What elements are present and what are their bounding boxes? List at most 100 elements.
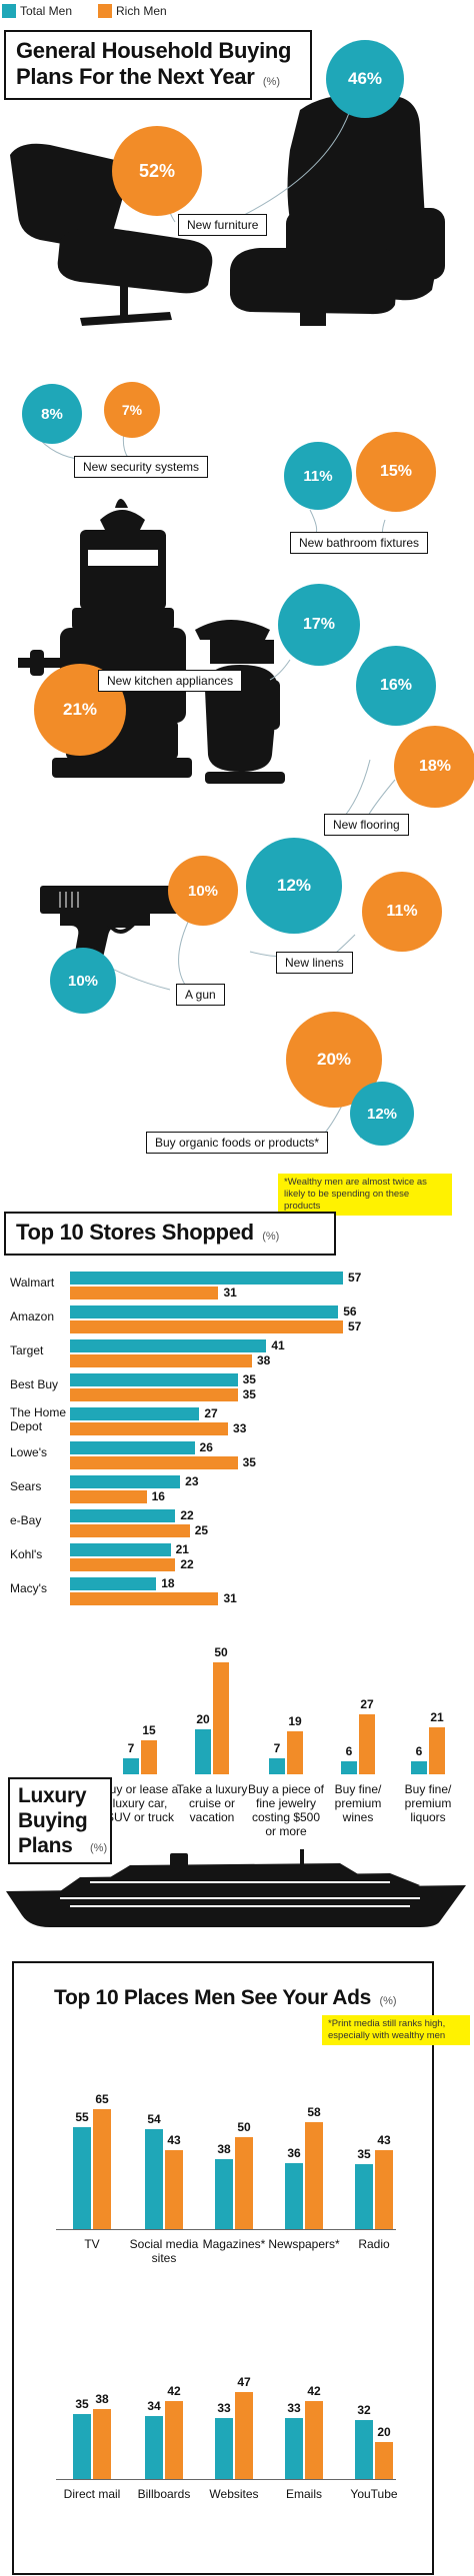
- bubble-rich-new-furniture: 52%: [112, 126, 202, 216]
- store-label-macy-s: Macy's: [10, 1581, 47, 1595]
- ads-frame: [12, 1961, 434, 2575]
- ad-caption-newspapers: Newspapers*: [268, 2237, 340, 2251]
- store-bar-rich-amazon: [70, 1320, 343, 1333]
- legend-label-total: Total Men: [20, 4, 73, 18]
- store-bar-rich-macy-s: [70, 1592, 219, 1605]
- ad-value-rich-tv: 65: [95, 2092, 109, 2106]
- luxury-bar-rich-2: [287, 1731, 303, 1774]
- bubble-total-a-gun: 10%: [50, 948, 116, 1014]
- ad-value-rich-newspapers: 58: [307, 2104, 321, 2119]
- ad-caption-youtube: YouTube: [350, 2487, 398, 2501]
- bubble-total-new-flooring: 16%: [356, 646, 436, 726]
- label-new-furniture: New furniture: [178, 214, 268, 236]
- bubble-rich-a-gun: 10%: [168, 856, 238, 926]
- store-value-rich-macy-s: 31: [223, 1591, 237, 1605]
- luxury-bar-total-1: [195, 1729, 211, 1774]
- bubble-rich-new-flooring: 18%: [394, 726, 474, 808]
- ads-title-wrap: Top 10 Places Men See Your Ads (%): [54, 1985, 434, 2011]
- ad-caption-websites: Websites: [209, 2487, 259, 2501]
- luxury-bar-rich-0: [141, 1740, 157, 1774]
- luxury-bar-rich-3: [359, 1713, 375, 1774]
- ad-value-total-websites: 33: [217, 2401, 231, 2416]
- label-new-bathroom-fixtures: New bathroom fixtures: [290, 532, 429, 554]
- buying-plans-title-box: General Household Buying Plans For the N…: [4, 30, 312, 100]
- ad-value-total-billboards: 34: [147, 2399, 161, 2414]
- ad-value-rich-youtube: 20: [377, 2425, 391, 2440]
- store-value-total-amazon: 56: [343, 1304, 357, 1318]
- ad-value-total-direct-mail: 35: [75, 2397, 89, 2412]
- store-label-walmart: Walmart: [10, 1276, 55, 1289]
- ad-bar-rich-youtube: [375, 2442, 393, 2479]
- store-value-rich-sears: 16: [151, 1489, 165, 1503]
- ad-caption-tv: TV: [84, 2237, 100, 2251]
- bubble-total-new-kitchen-appliances: 17%: [278, 584, 360, 666]
- ad-caption-magazines: Magazines*: [202, 2237, 266, 2251]
- luxury-bar-rich-1: [213, 1662, 229, 1774]
- luxury-value-rich-0: 15: [142, 1723, 156, 1738]
- store-value-rich-walmart: 31: [223, 1286, 237, 1299]
- store-bar-total-e-bay: [70, 1509, 176, 1522]
- ad-value-total-newspapers: 36: [287, 2145, 301, 2160]
- cruise-ship-illustration: [6, 1849, 466, 1927]
- luxury-caption-2: Buy a piece of fine jewelry costing $500…: [247, 1782, 325, 1838]
- store-label-target: Target: [10, 1343, 44, 1357]
- luxury-value-total-1: 20: [196, 1712, 210, 1727]
- ad-value-rich-radio: 43: [377, 2132, 391, 2147]
- ad-bar-rich-newspapers: [305, 2121, 323, 2229]
- luxury-title-box: Luxury Buying Plans (%): [8, 1777, 112, 1864]
- legend-swatch-total: [2, 4, 16, 18]
- store-bar-total-walmart: [70, 1272, 343, 1285]
- luxury-value-total-3: 6: [345, 1743, 353, 1758]
- ad-value-rich-social-media-sites: 43: [167, 2132, 181, 2147]
- ad-value-total-radio: 35: [357, 2147, 371, 2162]
- ads-unit: (%): [379, 1995, 397, 2007]
- ad-value-rich-direct-mail: 38: [95, 2391, 109, 2406]
- label-new-flooring: New flooring: [324, 814, 409, 836]
- ad-bar-rich-social-media-sites: [165, 2149, 183, 2229]
- store-bar-total-the-home-depot: [70, 1407, 200, 1420]
- ad-bar-total-social-media-sites: [145, 2129, 163, 2229]
- luxury-caption-1: Take a luxury cruise or vacation: [176, 1782, 248, 1824]
- store-label-the-home-depot: The Home Depot: [10, 1405, 67, 1433]
- bubble-rich-new-linens: 11%: [362, 872, 442, 952]
- store-bar-total-target: [70, 1339, 267, 1352]
- store-label-kohl-s: Kohl's: [10, 1547, 43, 1561]
- store-bar-total-amazon: [70, 1305, 339, 1318]
- store-value-total-target: 41: [271, 1338, 285, 1352]
- ad-bar-total-emails: [285, 2418, 303, 2479]
- store-label-e-bay: e-Bay: [10, 1513, 42, 1527]
- bubble-total-new-furniture: 46%: [326, 40, 404, 118]
- store-value-total-walmart: 57: [348, 1271, 362, 1285]
- store-value-rich-e-bay: 25: [194, 1523, 209, 1537]
- store-bar-total-lowe-s: [70, 1441, 195, 1454]
- luxury-caption-3: Buy fine/ premium wines: [334, 1782, 382, 1824]
- luxury-chart: 7 15 Buy or lease a luxury car, SUV or tru…: [0, 1609, 474, 1869]
- bubble-total-new-linens: 12%: [246, 838, 342, 934]
- bubble-rich-new-security-systems: 7%: [104, 382, 160, 438]
- luxury-value-rich-4: 21: [430, 1709, 444, 1724]
- store-value-rich-amazon: 57: [348, 1319, 362, 1333]
- label-new-security-systems: New security systems: [74, 456, 209, 478]
- store-value-total-the-home-depot: 27: [204, 1406, 218, 1420]
- ad-caption-billboards: Billboards: [137, 2487, 191, 2501]
- connector-lines: [39, 91, 396, 1139]
- store-bar-total-kohl-s: [70, 1543, 171, 1556]
- ads-chart: 55 65 TV 54 43 Social media sites 38 50 Magazine…: [0, 2039, 474, 2569]
- luxury-value-total-0: 7: [127, 1741, 135, 1756]
- ads-title: Top 10 Places Men See Your Ads: [54, 1986, 372, 2009]
- ad-bar-rich-billboards: [165, 2401, 183, 2479]
- ad-value-total-magazines: 38: [217, 2141, 231, 2156]
- ad-value-total-social-media-sites: 54: [147, 2112, 161, 2127]
- ad-bar-rich-websites: [235, 2392, 253, 2479]
- store-label-amazon: Amazon: [10, 1309, 55, 1323]
- store-bar-rich-sears: [70, 1490, 147, 1503]
- label-new-linens: New linens: [276, 952, 353, 974]
- luxury-bar-total-0: [123, 1758, 139, 1774]
- luxury-unit: (%): [90, 1842, 108, 1854]
- ad-bar-total-websites: [215, 2418, 233, 2479]
- ad-caption-emails: Emails: [285, 2487, 322, 2501]
- bubble-total-new-bathroom-fixtures: 11%: [284, 442, 352, 510]
- store-label-lowe-s: Lowe's: [10, 1445, 47, 1459]
- ad-bar-rich-emails: [305, 2401, 323, 2479]
- legend-swatch-rich: [98, 4, 112, 18]
